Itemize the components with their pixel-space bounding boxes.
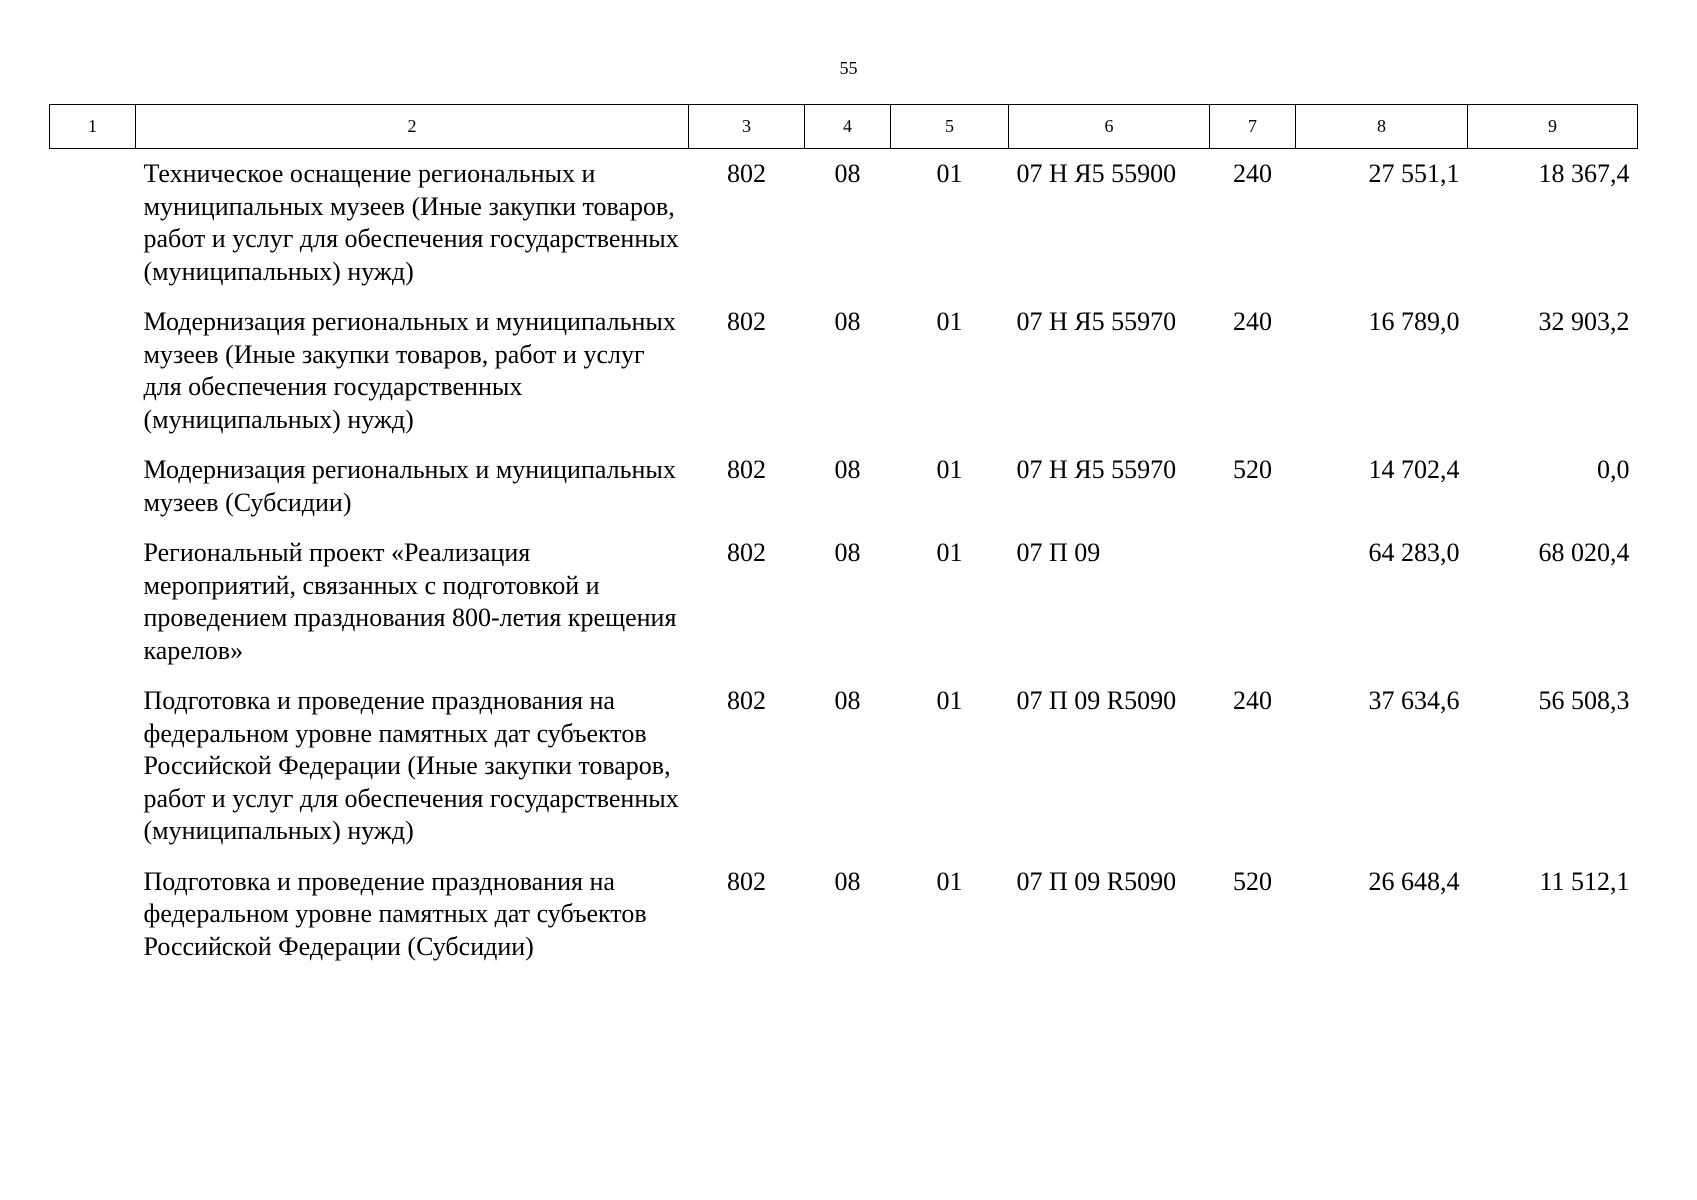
header-col-4: 4 [804,104,891,149]
header-col-9: 9 [1467,104,1638,149]
section-code: 08 [834,686,861,715]
table-row: Модернизация региональных и муниципальны… [50,306,1638,454]
amount-col-9: 68 020,4 [1538,538,1630,567]
subsection-code: 01 [936,307,963,336]
item-name: Подготовка и проведение празднования на … [143,866,647,961]
item-name: Подготовка и проведение празднования на … [143,686,679,845]
expense-type-code: 240 [1233,159,1272,188]
section-code: 08 [834,866,861,896]
amount-col-8: 16 789,0 [1368,307,1460,336]
row-index-cell [50,866,136,982]
subsection-code: 01 [936,455,963,484]
grbs-code: 802 [727,538,766,567]
target-article-code: 07 П 09 [1016,538,1101,567]
header-col-1: 1 [49,104,136,149]
expense-type-code: 240 [1233,686,1272,715]
budget-table: 1 2 3 4 5 6 7 8 9 Техническое оснащение … [49,104,1638,981]
subsection-code: 01 [936,686,963,715]
header-col-8: 8 [1295,104,1468,149]
target-article-code: 07 П 09 R5090 [1016,866,1177,896]
section-code: 08 [834,455,861,484]
expense-type-code: 520 [1233,455,1272,484]
subsection-code: 01 [936,159,963,188]
grbs-code: 802 [727,866,766,896]
amount-col-9: 56 508,3 [1538,686,1630,715]
header-col-7: 7 [1209,104,1296,149]
amount-col-9: 18 367,4 [1538,159,1630,188]
table-row: Подготовка и проведение празднования на … [50,685,1638,866]
header-col-6: 6 [1008,104,1210,149]
grbs-code: 802 [727,455,766,484]
item-name: Техническое оснащение региональных и мун… [143,159,679,286]
amount-col-8: 14 702,4 [1368,455,1460,484]
table-row: Модернизация региональных и муниципальны… [50,454,1638,537]
section-code: 08 [834,159,861,188]
header-col-5: 5 [890,104,1009,149]
item-name: Модернизация региональных и муниципальны… [143,307,676,434]
grbs-code: 802 [727,686,766,715]
header-row: 1 2 3 4 5 6 7 8 9 [49,104,1638,149]
target-article-code: 07 П 09 R5090 [1016,686,1177,715]
item-name: Региональный проект «Реализация мероприя… [143,538,677,665]
subsection-code: 01 [936,538,963,567]
expense-type-code: 240 [1233,307,1272,336]
header-col-2: 2 [135,104,689,149]
subsection-code: 01 [936,866,963,896]
row-index-cell [50,149,136,307]
amount-col-8: 27 551,1 [1368,159,1460,188]
amount-col-9: 11 512,1 [1539,866,1630,896]
row-index-cell [50,454,136,537]
expense-type-code [1210,537,1296,685]
row-index-cell [50,537,136,685]
expense-type-code: 520 [1233,866,1272,896]
table-row: Техническое оснащение региональных и мун… [50,149,1638,307]
amount-col-9: 32 903,2 [1538,307,1630,336]
table-header: 1 2 3 4 5 6 7 8 9 [49,104,1638,149]
section-code: 08 [834,307,861,336]
target-article-code: 07 Н Я5 55970 [1016,307,1177,336]
amount-col-8: 26 648,4 [1368,866,1460,896]
amount-col-8: 37 634,6 [1368,686,1460,715]
grbs-code: 802 [727,159,766,188]
table-row: Региональный проект «Реализация мероприя… [50,537,1638,685]
table-row: Подготовка и проведение празднования на … [50,866,1638,982]
item-name: Модернизация региональных и муниципальны… [143,455,676,517]
grbs-code: 802 [727,307,766,336]
target-article-code: 07 Н Я5 55970 [1016,455,1177,484]
table-body: Техническое оснащение региональных и мун… [50,149,1638,982]
header-col-3: 3 [688,104,805,149]
amount-col-8: 64 283,0 [1368,538,1460,567]
target-article-code: 07 Н Я5 55900 [1016,159,1177,188]
section-code: 08 [834,538,861,567]
row-index-cell [50,306,136,454]
amount-col-9: 0,0 [1597,455,1630,484]
row-index-cell [50,685,136,866]
page-number: 55 [839,58,858,78]
